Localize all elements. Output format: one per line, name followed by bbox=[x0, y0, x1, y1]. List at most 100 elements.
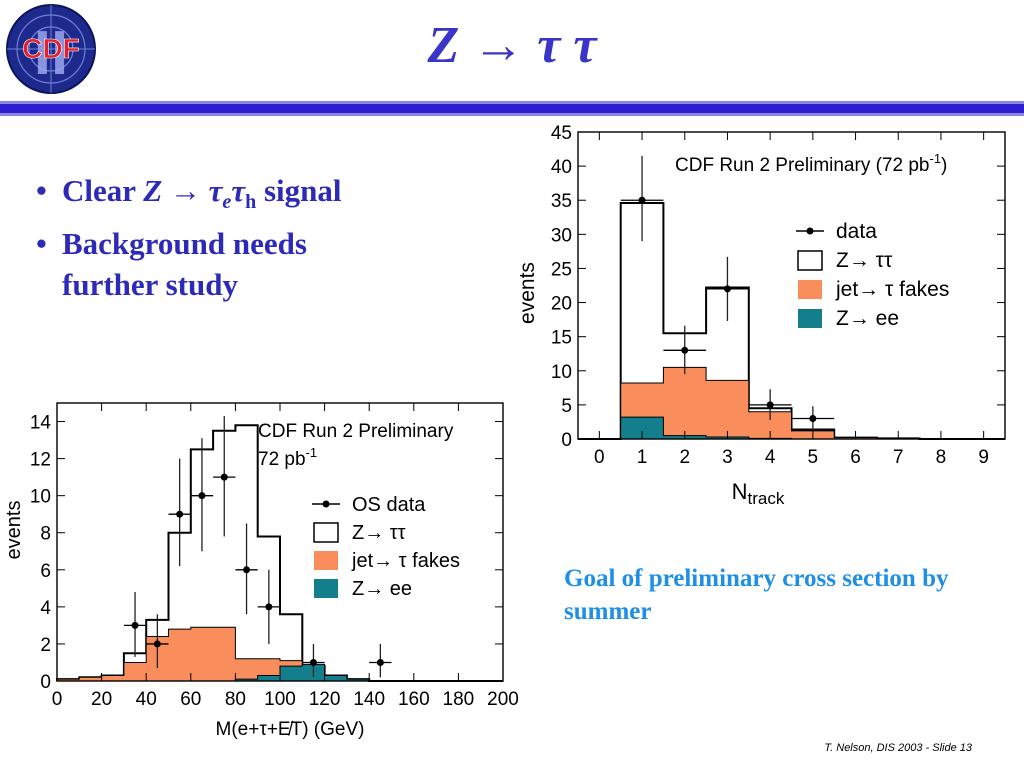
x-axis-label: Ntrack bbox=[732, 479, 785, 508]
y-tick-label: 4 bbox=[40, 598, 51, 619]
legend-data-marker bbox=[806, 227, 814, 235]
y-tick-label: 35 bbox=[551, 191, 572, 212]
x-tick-label: 4 bbox=[765, 447, 776, 468]
slide-footer: T. Nelson, DIS 2003 - Slide 13 bbox=[824, 742, 972, 754]
data-marker bbox=[809, 415, 817, 423]
bullet-list: Clear Z → τeτh signal Background needs f… bbox=[34, 170, 341, 305]
data-marker bbox=[198, 492, 206, 500]
x-tick-label: 5 bbox=[808, 447, 819, 468]
bullet-background: Background needs further study bbox=[34, 223, 341, 305]
legend-data-marker bbox=[322, 500, 330, 508]
y-tick-label: 5 bbox=[561, 396, 572, 417]
data-marker bbox=[243, 566, 251, 574]
bullet-formula: Z → τ bbox=[143, 173, 223, 208]
x-tick-label: 160 bbox=[398, 689, 430, 710]
x-tick-label: 40 bbox=[136, 689, 157, 710]
x-tick-label: 200 bbox=[487, 689, 519, 710]
x-tick-label: 1 bbox=[637, 447, 648, 468]
bullet-signal: Clear Z → τeτh signal bbox=[34, 170, 341, 223]
x-tick-label: 6 bbox=[850, 447, 861, 468]
legend-swatch bbox=[797, 250, 823, 271]
x-axis-label-subscript: track bbox=[748, 489, 785, 508]
data-point bbox=[146, 614, 169, 669]
legend-label: Z→ ee bbox=[836, 307, 899, 330]
x-tick-label: 100 bbox=[264, 689, 296, 710]
y-tick-label: 14 bbox=[30, 413, 52, 434]
legend-label: data bbox=[836, 220, 877, 243]
bullet-suffix: signal bbox=[256, 173, 342, 208]
y-tick-label: 10 bbox=[551, 362, 572, 383]
data-marker bbox=[153, 640, 161, 648]
data-point bbox=[748, 389, 792, 420]
legend-swatch bbox=[798, 309, 822, 328]
y-axis-label: events bbox=[3, 501, 25, 560]
title-superscript: -1 bbox=[929, 151, 941, 166]
subtitle-superscript: -1 bbox=[306, 445, 318, 460]
bullet-background-line2: further study bbox=[62, 267, 238, 303]
data-point bbox=[706, 256, 749, 321]
data-point bbox=[213, 415, 236, 537]
y-tick-label: 25 bbox=[551, 259, 572, 280]
bullet-sub-h: h bbox=[245, 191, 257, 214]
title-rule bbox=[0, 101, 1024, 116]
y-tick-label: 20 bbox=[551, 294, 572, 315]
title-close-paren: ) bbox=[941, 155, 947, 176]
data-point bbox=[620, 155, 664, 242]
x-tick-label: 3 bbox=[722, 447, 733, 468]
data-point bbox=[369, 643, 392, 678]
mass-chart: 0 20 40 60 80 100 120 140 160 180 200 0 2 4 6 8 10 12 14 ev… bbox=[3, 402, 519, 740]
y-tick-label: 40 bbox=[551, 157, 572, 178]
ntrack-chart: 0 1 2 3 4 5 6 7 8 9051015202530354045eventsdataZ→… bbox=[516, 123, 1006, 508]
data-point bbox=[663, 325, 707, 375]
bullet-background-line1: Background needs bbox=[62, 226, 307, 262]
chart-title: CDF Run 2 Preliminary (72 pb-1) bbox=[675, 151, 947, 176]
y-tick-label: 10 bbox=[30, 487, 51, 508]
data-marker bbox=[681, 346, 689, 354]
data-point bbox=[791, 406, 835, 431]
y-tick-label: 8 bbox=[40, 524, 51, 545]
plot-frame bbox=[577, 131, 1006, 440]
x-tick-label: 8 bbox=[936, 447, 947, 468]
bullet-sub-e: e bbox=[222, 191, 232, 214]
logo-text: CDF bbox=[22, 33, 80, 64]
legend-label: jet→ τ fakes bbox=[835, 278, 949, 301]
data-point bbox=[257, 569, 280, 644]
y-tick-label: 6 bbox=[40, 561, 51, 582]
x-tick-label: 0 bbox=[52, 689, 63, 710]
logo-numeral: II bbox=[34, 19, 68, 88]
x-tick-label: 2 bbox=[679, 447, 690, 468]
data-marker bbox=[723, 285, 731, 293]
legend-label: Z→ ττ bbox=[352, 522, 406, 544]
data-marker bbox=[309, 658, 317, 666]
data-marker bbox=[766, 401, 774, 409]
x-tick-label: 120 bbox=[309, 689, 341, 710]
y-tick-label: 0 bbox=[40, 672, 51, 693]
chart-subtitle: 72 pb-1 bbox=[258, 445, 317, 470]
legend-label: OS data bbox=[352, 494, 426, 516]
x-tick-label: 180 bbox=[443, 689, 475, 710]
x-tick-label: 20 bbox=[91, 689, 112, 710]
data-point bbox=[168, 458, 191, 567]
y-tick-label: 12 bbox=[30, 450, 51, 471]
data-point bbox=[302, 643, 325, 678]
x-tick-label: 60 bbox=[180, 689, 201, 710]
y-tick-label: 2 bbox=[40, 635, 51, 656]
x-tick-label: 140 bbox=[353, 689, 385, 710]
data-marker bbox=[131, 621, 139, 629]
bullet-prefix: Clear bbox=[62, 173, 144, 208]
x-tick-label: 9 bbox=[978, 447, 989, 468]
legend-label: jet→ τ fakes bbox=[351, 550, 460, 572]
legend-swatch bbox=[314, 551, 338, 570]
data-marker bbox=[176, 510, 184, 518]
cdf-logo: II CDF bbox=[6, 4, 96, 94]
x-tick-label: 80 bbox=[225, 689, 246, 710]
legend-swatch bbox=[313, 522, 339, 543]
y-tick-label: 0 bbox=[561, 430, 572, 451]
data-marker bbox=[265, 603, 273, 611]
legend-label: Z→ ττ bbox=[836, 249, 893, 272]
data-marker bbox=[638, 196, 646, 204]
y-axis-label: events bbox=[516, 262, 539, 324]
data-marker bbox=[220, 473, 228, 481]
x-tick-label: 0 bbox=[594, 447, 605, 468]
goal-note: Goal of preliminary cross section by sum… bbox=[564, 565, 949, 625]
